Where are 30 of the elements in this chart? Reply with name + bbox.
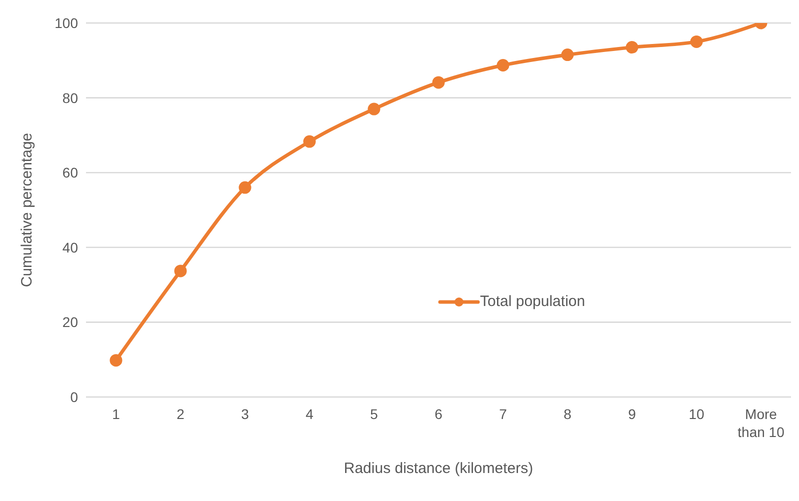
y-tick-label: 80	[62, 90, 78, 106]
point	[368, 102, 380, 116]
x-tick-label: 4	[306, 406, 314, 422]
y-tick-label: 0	[70, 388, 78, 405]
x-tick-label: 3	[241, 406, 250, 422]
x-axis-title: Radius distance (kilometers)	[344, 460, 534, 477]
point	[561, 48, 574, 62]
x-tick-label: 1	[112, 406, 120, 422]
y-tick-label: 100	[54, 14, 78, 31]
y-tick-label: 60	[62, 164, 78, 181]
x-tick-label: 6	[434, 406, 443, 422]
point	[110, 354, 122, 367]
x-tick-label: 9	[628, 406, 636, 422]
legend-label: Total population	[480, 293, 586, 310]
x-tick-label: More than 10	[738, 406, 785, 440]
y-tick-label: 20	[62, 314, 78, 330]
x-tick-label: 2	[176, 406, 185, 422]
x-tick-label: 10	[688, 406, 704, 422]
x-tick-label: 8	[564, 406, 572, 422]
point	[432, 76, 445, 89]
point	[238, 181, 252, 194]
point	[174, 264, 187, 278]
x-tick-label: 7	[499, 406, 508, 422]
point	[496, 59, 510, 72]
point	[303, 135, 316, 148]
point	[690, 35, 703, 48]
point	[626, 41, 638, 54]
y-tick-label: 40	[62, 239, 78, 256]
x-tick-label: 5	[370, 406, 378, 422]
y-axis-title: Cumulative percentage	[18, 132, 36, 288]
